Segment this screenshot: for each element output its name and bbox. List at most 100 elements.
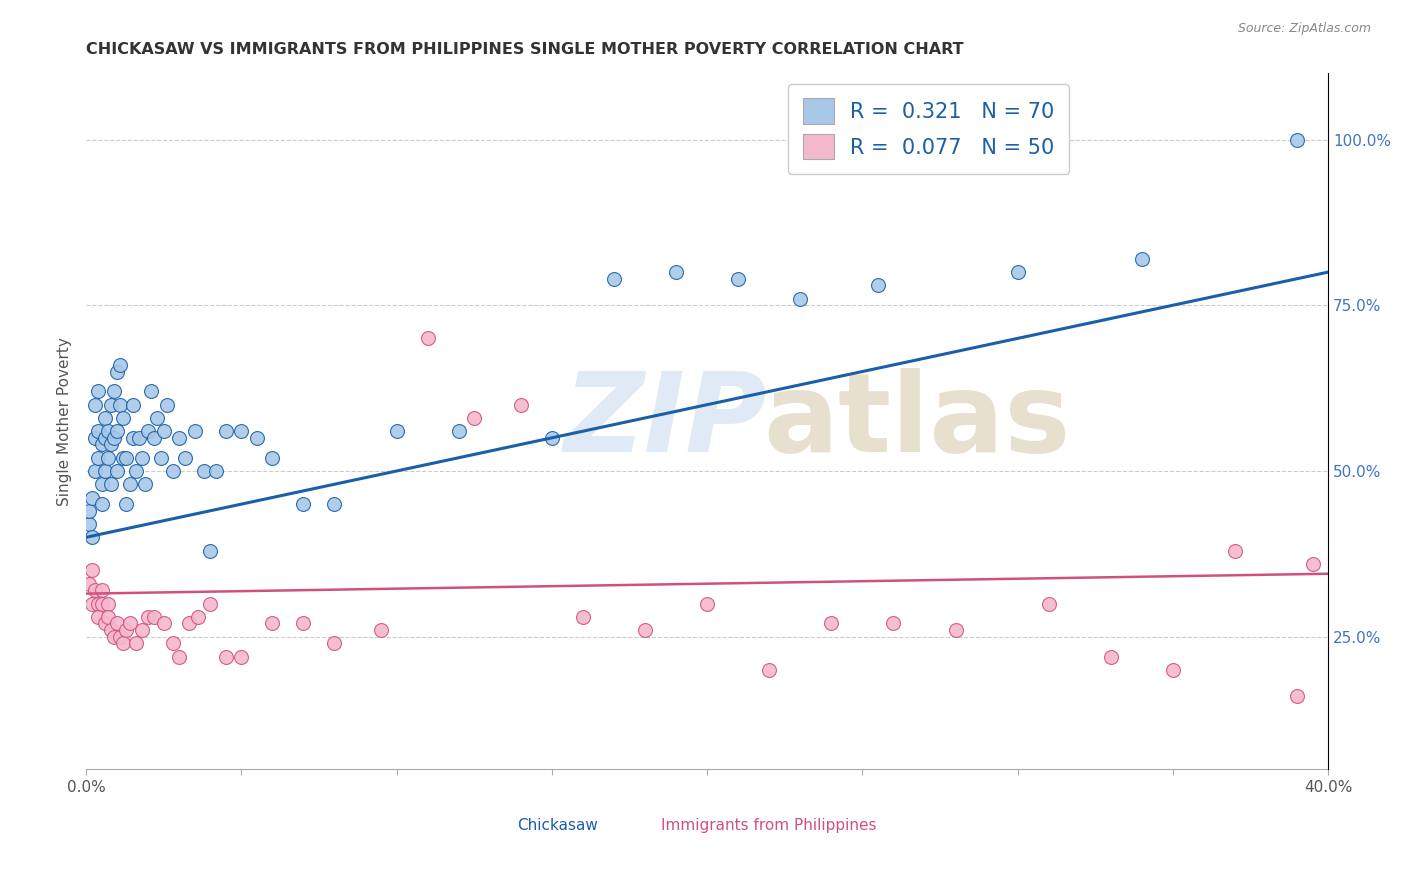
Point: [572, 610, 595, 624]
Point: [1286, 132, 1309, 146]
Text: ZIP: ZIP: [564, 368, 768, 475]
Point: [820, 616, 842, 631]
Point: [385, 424, 408, 438]
Point: [370, 623, 392, 637]
Point: [509, 398, 531, 412]
Point: [696, 597, 718, 611]
Point: [1161, 663, 1184, 677]
Point: [93, 616, 115, 631]
Point: [193, 464, 215, 478]
Point: [215, 424, 238, 438]
Text: Source: ZipAtlas.com: Source: ZipAtlas.com: [1237, 22, 1371, 36]
Point: [115, 497, 138, 511]
Text: CHICKASAW VS IMMIGRANTS FROM PHILIPPINES SINGLE MOTHER POVERTY CORRELATION CHART: CHICKASAW VS IMMIGRANTS FROM PHILIPPINES…: [86, 42, 963, 57]
Point: [177, 616, 200, 631]
Point: [162, 464, 184, 478]
Point: [152, 616, 174, 631]
Point: [125, 464, 148, 478]
Point: [112, 411, 135, 425]
Point: [231, 424, 253, 438]
Point: [292, 616, 315, 631]
Point: [162, 636, 184, 650]
Point: [141, 384, 163, 399]
Point: [323, 497, 346, 511]
Point: [156, 398, 179, 412]
Point: [463, 411, 485, 425]
Point: [416, 331, 439, 345]
Text: Chickasaw: Chickasaw: [517, 818, 599, 833]
Point: [97, 610, 120, 624]
Point: [134, 477, 156, 491]
Point: [200, 597, 222, 611]
Point: [93, 464, 115, 478]
Point: [112, 450, 135, 465]
Point: [262, 450, 284, 465]
Point: [882, 616, 904, 631]
Point: [87, 424, 110, 438]
Point: [152, 424, 174, 438]
Point: [131, 450, 153, 465]
Point: [84, 583, 107, 598]
Point: [1286, 690, 1309, 704]
Point: [100, 398, 122, 412]
Point: [121, 431, 143, 445]
Point: [100, 437, 122, 451]
Point: [323, 636, 346, 650]
Point: [200, 543, 222, 558]
Point: [100, 623, 122, 637]
Point: [205, 464, 228, 478]
Point: [131, 623, 153, 637]
Point: [87, 610, 110, 624]
Point: [634, 623, 657, 637]
Point: [103, 630, 125, 644]
Point: [90, 583, 112, 598]
Point: [292, 497, 315, 511]
Point: [84, 398, 107, 412]
Point: [87, 450, 110, 465]
Point: [143, 610, 166, 624]
Point: [84, 464, 107, 478]
Point: [118, 616, 141, 631]
Point: [603, 271, 626, 285]
Point: [1223, 543, 1246, 558]
Point: [82, 491, 104, 505]
Point: [105, 365, 128, 379]
Point: [77, 504, 100, 518]
Point: [97, 597, 120, 611]
Point: [77, 576, 100, 591]
Point: [118, 477, 141, 491]
Point: [1007, 265, 1029, 279]
Point: [87, 384, 110, 399]
Point: [93, 411, 115, 425]
Point: [945, 623, 967, 637]
Point: [77, 516, 100, 531]
Point: [105, 464, 128, 478]
Point: [1130, 252, 1153, 266]
Point: [1099, 649, 1122, 664]
Point: [187, 610, 209, 624]
Y-axis label: Single Mother Poverty: Single Mother Poverty: [58, 337, 72, 506]
Point: [93, 431, 115, 445]
Point: [110, 630, 132, 644]
Point: [90, 597, 112, 611]
Point: [167, 431, 190, 445]
Point: [105, 424, 128, 438]
Point: [1038, 597, 1060, 611]
Point: [121, 398, 143, 412]
Point: [143, 431, 166, 445]
Point: [103, 431, 125, 445]
Point: [103, 384, 125, 399]
Point: [90, 437, 112, 451]
Point: [146, 411, 169, 425]
Point: [136, 610, 159, 624]
Point: [866, 278, 889, 293]
Point: [115, 623, 138, 637]
Point: [540, 431, 562, 445]
Point: [149, 450, 172, 465]
Point: [87, 597, 110, 611]
Point: [97, 424, 120, 438]
Point: [100, 477, 122, 491]
Point: [174, 450, 197, 465]
Point: [167, 649, 190, 664]
Text: Immigrants from Philippines: Immigrants from Philippines: [661, 818, 877, 833]
